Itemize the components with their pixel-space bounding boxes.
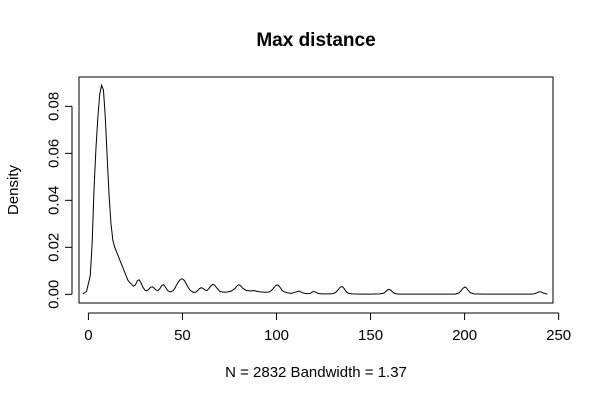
plot-area-frame <box>78 76 554 304</box>
chart-title: Max distance <box>256 30 375 51</box>
y-tick-label-0.06: 0.06 <box>46 139 63 168</box>
x-tick-label-100: 100 <box>264 327 289 344</box>
x-tick-label-150: 150 <box>358 327 383 344</box>
y-tick-label-0.02: 0.02 <box>46 233 63 262</box>
x-tick-label-50: 50 <box>174 327 191 344</box>
x-axis-label: N = 2832 Bandwidth = 1.37 <box>225 364 407 381</box>
x-tick-label-250: 250 <box>546 327 571 344</box>
x-axis: 0 50 100 150 200 250 <box>84 312 571 344</box>
y-axis: 0.00 0.02 0.04 0.06 0.08 <box>46 92 73 309</box>
y-tick-label-0.08: 0.08 <box>46 92 63 121</box>
density-line <box>82 83 548 295</box>
y-axis-label: Density <box>5 164 22 215</box>
y-tick-label-0.04: 0.04 <box>46 186 63 215</box>
x-tick-label-0: 0 <box>84 327 92 344</box>
y-tick-label-0.00: 0.00 <box>46 280 63 309</box>
x-tick-label-200: 200 <box>452 327 477 344</box>
